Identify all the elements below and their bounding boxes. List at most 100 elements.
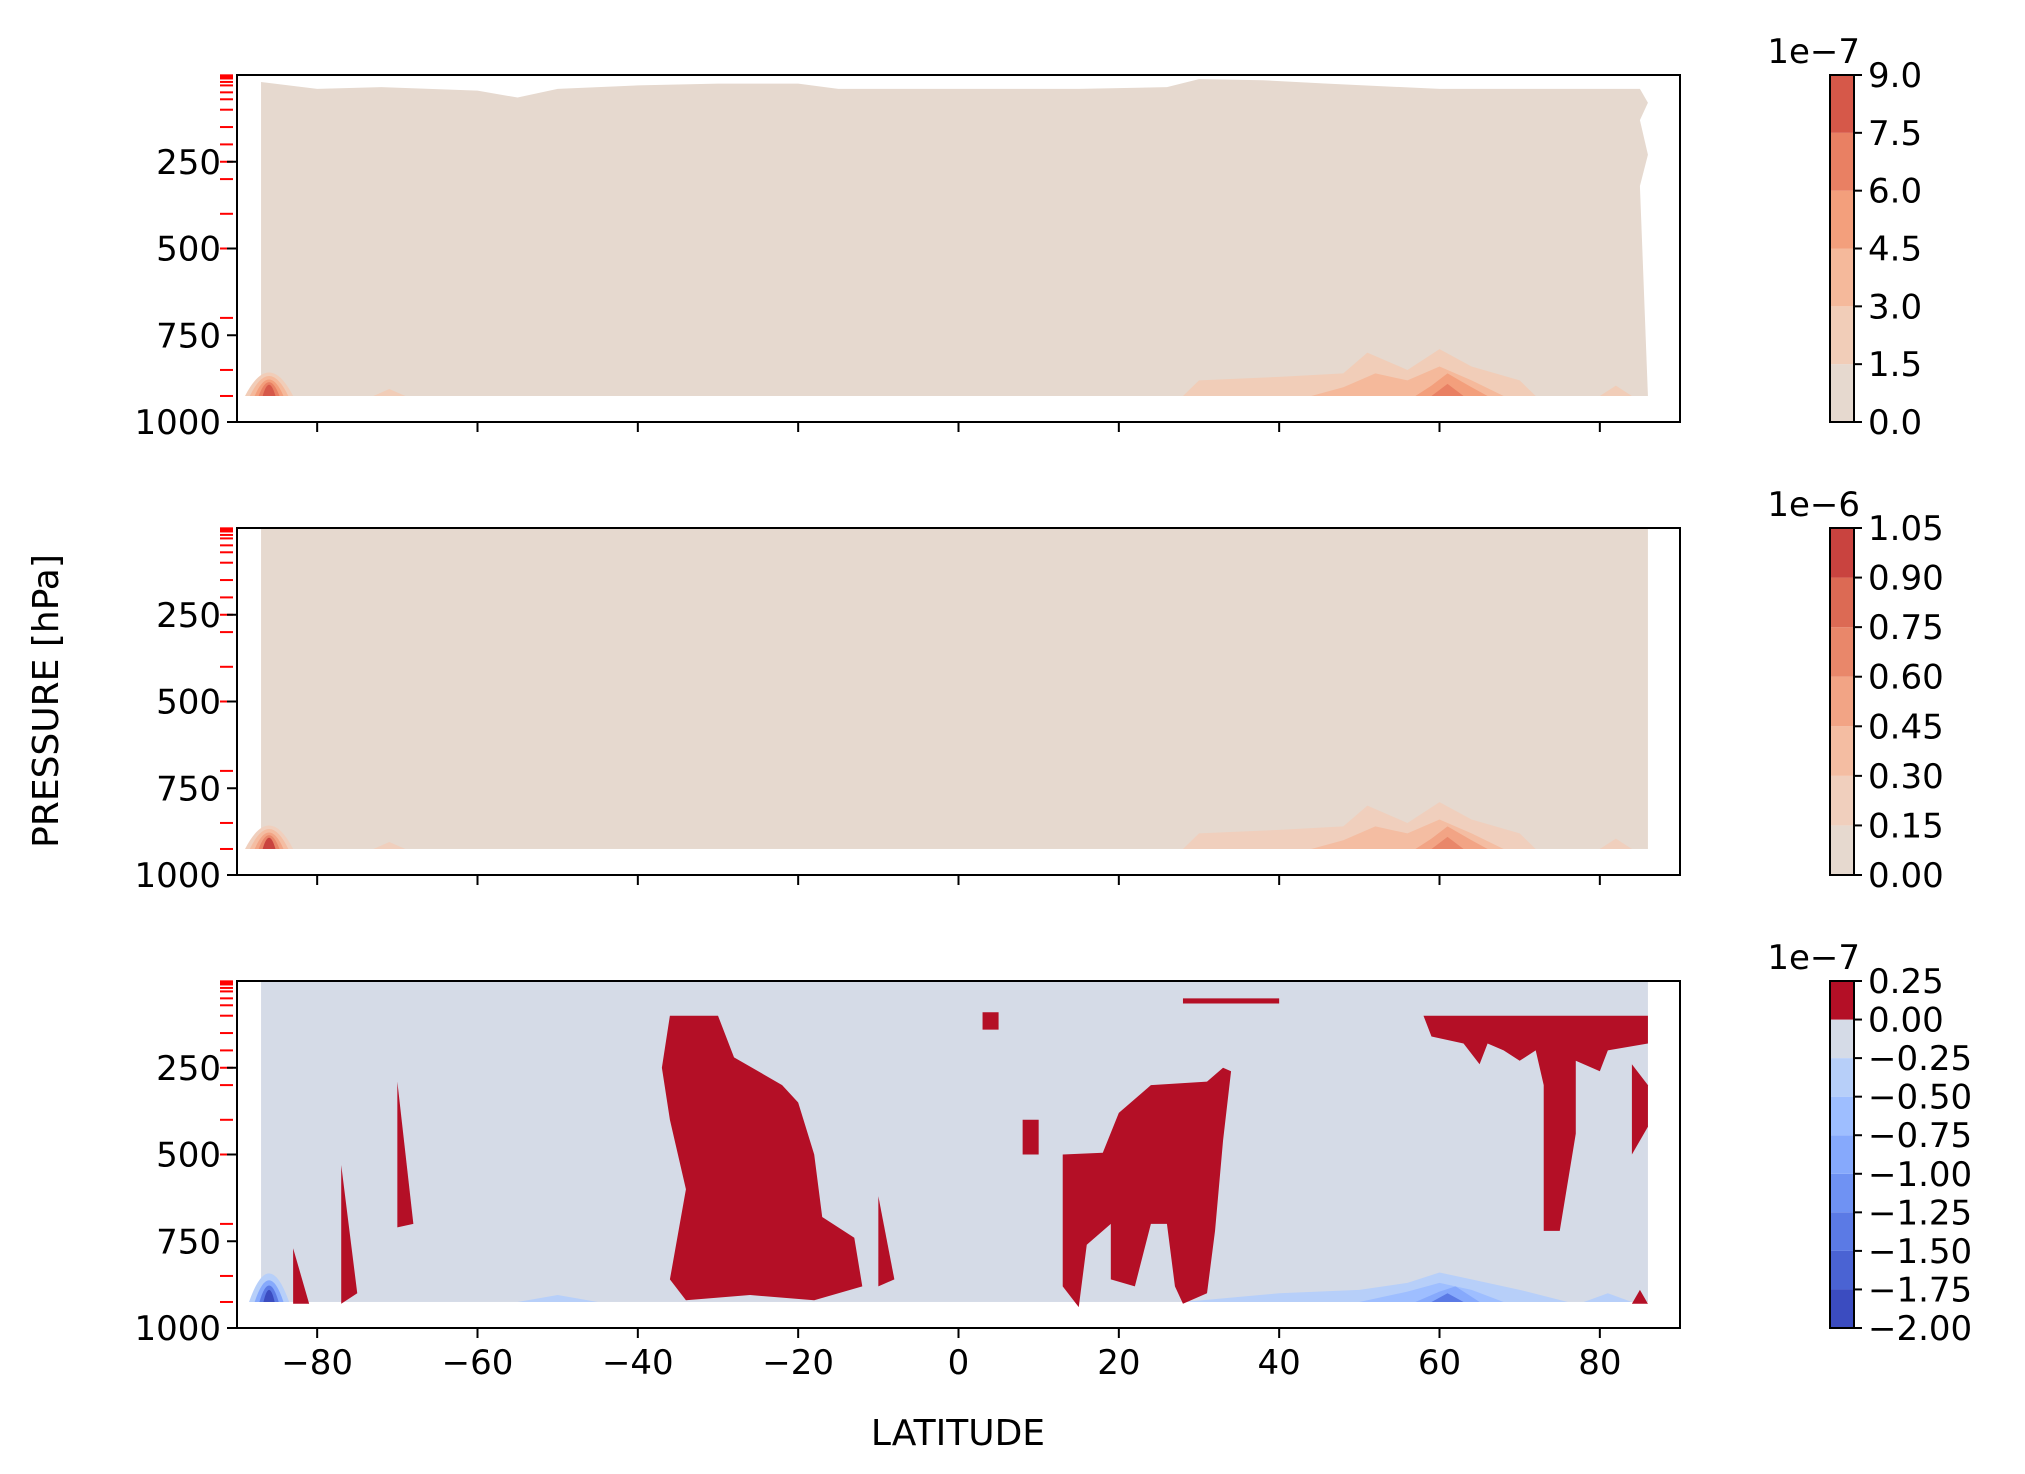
colorbar-tick-label: −0.25 — [1868, 1039, 1972, 1079]
colorbar-segment — [1830, 825, 1854, 875]
y-tick-label: 500 — [156, 230, 221, 270]
contour-band — [373, 842, 406, 849]
contour-band — [1415, 373, 1488, 396]
contour-band — [517, 1295, 598, 1302]
colorbar-tick-label: 6.0 — [1868, 172, 1922, 212]
colorbar-tick-label: 4.5 — [1868, 230, 1922, 270]
colorbar-multiplier: 1e−7 — [1767, 938, 1860, 978]
colorbar-tick-label: −2.00 — [1868, 1309, 1972, 1349]
colorbar-segment — [1830, 248, 1854, 307]
y-tick-label: 250 — [156, 596, 221, 636]
positive-region-8 — [293, 1248, 310, 1304]
colorbar-segment — [1830, 775, 1854, 826]
y-tick-label: 250 — [156, 143, 221, 183]
x-tick-label: 60 — [1418, 1343, 1461, 1383]
colorbar-tick-label: 0.00 — [1868, 1001, 1944, 1041]
contour-band — [263, 1289, 275, 1302]
positive-region-9 — [878, 1196, 895, 1287]
y-tick-label: 500 — [156, 1136, 221, 1176]
colorbar-tick-label: 0.45 — [1868, 707, 1944, 747]
colorbar-segment — [1830, 627, 1854, 677]
field-fill — [261, 79, 1648, 396]
field-fill — [261, 528, 1648, 849]
contour-band — [1599, 385, 1632, 396]
colorbar-segment — [1830, 1250, 1854, 1290]
y-tick-label: 1000 — [134, 1309, 221, 1349]
colorbar-segment — [1830, 528, 1854, 578]
contour-field — [245, 528, 1648, 849]
colorbar-tick-label: 0.25 — [1868, 962, 1944, 1002]
x-tick-label: 80 — [1578, 1343, 1621, 1383]
x-tick-label: −20 — [762, 1343, 834, 1383]
x-tick-label: −60 — [442, 1343, 514, 1383]
colorbar-multiplier: 1e−6 — [1767, 485, 1860, 525]
colorbar-segment — [1830, 364, 1854, 422]
colorbar-tick-label: 0.60 — [1868, 658, 1944, 698]
positive-region-10 — [1631, 1064, 1648, 1155]
x-tick-label: −80 — [281, 1343, 353, 1383]
colorbar-tick-label: 0.0 — [1868, 403, 1922, 443]
y-tick-label: 750 — [156, 1222, 221, 1262]
x-axis-label: LATITUDE — [871, 1413, 1045, 1454]
y-tick-label: 750 — [156, 769, 221, 809]
colorbar-segment — [1830, 1096, 1854, 1136]
colorbar-tick-label: 0.75 — [1868, 608, 1944, 648]
colorbar-tick-label: −1.50 — [1868, 1232, 1972, 1272]
colorbar-segment — [1830, 1173, 1854, 1213]
colorbar-tick-label: 1.05 — [1868, 509, 1944, 549]
colorbar-frame — [1829, 980, 1855, 1329]
x-tick-label: 0 — [948, 1343, 970, 1383]
contour-band — [262, 837, 276, 849]
positive-region-1 — [1062, 1067, 1232, 1308]
colorbar-segment — [1830, 132, 1854, 191]
contour-band — [373, 389, 406, 396]
positive-region-3 — [1182, 998, 1280, 1004]
colorbar-segment — [1830, 577, 1854, 628]
colorbar-segment — [1830, 981, 1854, 1020]
y-tick-label: 1000 — [134, 856, 221, 896]
colorbar-tick-label: 7.5 — [1868, 114, 1922, 154]
contour-band — [1583, 1293, 1632, 1302]
contour-field — [249, 981, 1648, 1308]
contour-band — [1415, 826, 1488, 849]
panel-middle: 250 500 750 1000 — [134, 527, 1681, 896]
colorbar-multiplier: 1e−7 — [1767, 32, 1860, 72]
x-tick-label: 40 — [1258, 1343, 1301, 1383]
contour-field — [245, 79, 1648, 396]
y-tick-label: 250 — [156, 1049, 221, 1089]
y-axis-label: PRESSURE [hPa] — [26, 554, 67, 848]
colorbar-tick-label: −0.50 — [1868, 1078, 1972, 1118]
colorbar-tick-label: −1.75 — [1868, 1270, 1972, 1310]
contour-band — [1431, 1293, 1464, 1302]
colorbar-frame — [1829, 527, 1855, 876]
positive-region-0 — [661, 1015, 863, 1301]
colorbar-segment — [1830, 1289, 1854, 1328]
y-tick-label: 1000 — [134, 403, 221, 443]
colorbar-tick-label: 0.30 — [1868, 757, 1944, 797]
colorbar-tick-label: 0.90 — [1868, 559, 1944, 599]
colorbar-segment — [1830, 726, 1854, 776]
x-tick-label: −40 — [602, 1343, 674, 1383]
colorbar-tick-label: 1.5 — [1868, 345, 1922, 385]
positive-region-11 — [1631, 1289, 1648, 1304]
colorbar-tick-label: 0.00 — [1868, 856, 1944, 896]
colorbar-segment — [1830, 1058, 1854, 1097]
x-tick-label: 20 — [1097, 1343, 1140, 1383]
positive-region-2 — [1423, 1015, 1648, 1231]
positive-region-6 — [397, 1081, 414, 1228]
contour-band — [1431, 383, 1464, 396]
panel-top: 250 500 750 1000 — [134, 74, 1681, 443]
panel-bottom: 250 500 750 1000 −80 −60 −40 −20 0 20 40 60 80 — [134, 980, 1681, 1383]
contour-band — [262, 384, 276, 396]
colorbar-segment — [1830, 1212, 1854, 1251]
colorbar-segment — [1830, 1135, 1854, 1174]
field-fill — [261, 981, 1648, 1302]
positive-region-4 — [1022, 1119, 1039, 1155]
colorbar-segment — [1830, 75, 1854, 133]
colorbar-bottom: −2.00−1.75−1.50−1.25−1.00−0.75−0.50−0.25… — [1767, 938, 1972, 1349]
colorbar-segment — [1830, 1019, 1854, 1059]
colorbar-tick-label: 3.0 — [1868, 287, 1922, 327]
colorbar-tick-label: −1.25 — [1868, 1193, 1972, 1233]
